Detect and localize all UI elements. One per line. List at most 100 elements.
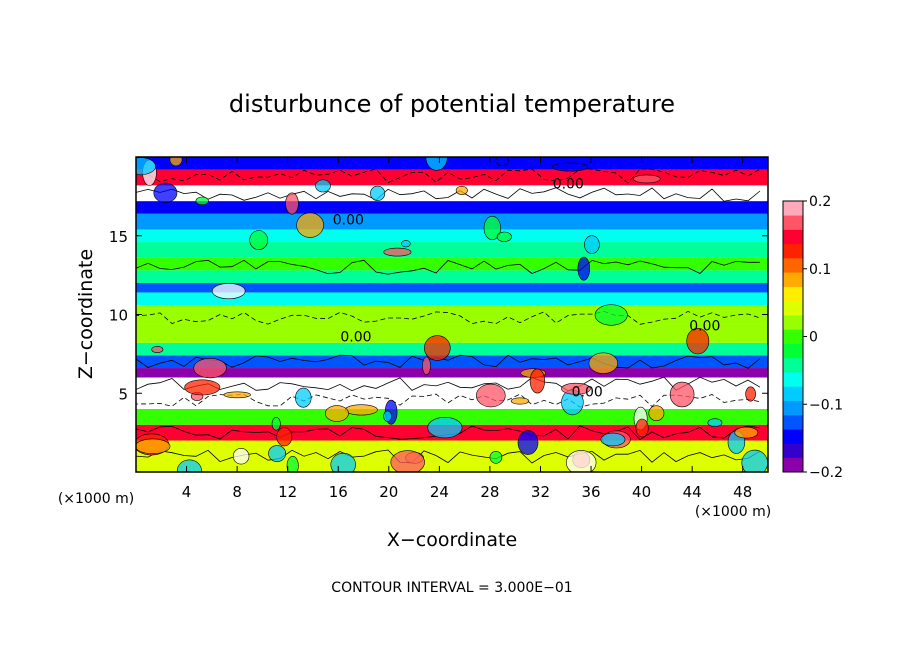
contour-blob-17 [295, 387, 312, 408]
layer-band-4 [136, 377, 768, 394]
contour-label-2: 0.00 [340, 329, 371, 345]
y-tick-label-1: 10 [109, 307, 128, 325]
contour-blob-33 [566, 450, 597, 472]
layer-band-19 [136, 169, 768, 186]
contour-blob-61 [285, 192, 299, 215]
colorbar-swatch-15 [783, 243, 803, 259]
contour-blob-7 [551, 162, 589, 172]
colorbar-swatch-14 [783, 258, 803, 273]
contour-label-4: 0.00 [572, 384, 603, 400]
contour-decor [136, 157, 768, 472]
colorbar-swatch-9 [783, 329, 803, 344]
x-tick-label-5: 24 [430, 483, 449, 501]
contour-blob-63 [588, 352, 618, 374]
contour-blob-3 [315, 179, 331, 193]
contour-blob-26 [495, 157, 509, 166]
contour-blob-20 [223, 391, 251, 399]
colorbar-swatch-0 [783, 457, 803, 473]
contour-blob-57 [271, 417, 281, 431]
y-tick-label-0: 5 [118, 385, 128, 403]
contour-blob-40 [276, 427, 293, 447]
x-tick-label-6: 28 [480, 483, 499, 501]
contour-blob-31 [577, 256, 590, 281]
colorbar-swatch-4 [783, 400, 803, 416]
contour-blob-52 [510, 397, 530, 405]
contour-blob-34 [648, 405, 665, 422]
layer-band-18 [136, 185, 768, 202]
contour-blob-65 [176, 459, 202, 472]
contour-blob-66 [635, 418, 649, 438]
colorbar-swatch-7 [783, 357, 803, 373]
layer-band-13 [136, 257, 768, 271]
contour-blob-23 [383, 410, 392, 422]
layer-band-5 [136, 368, 768, 378]
contour-line-7 [136, 187, 761, 202]
contour-blob-43 [193, 358, 227, 379]
contour-blob-27 [383, 247, 412, 257]
contour-blob-13 [286, 456, 299, 472]
contour-blob-35 [427, 417, 463, 439]
x-unit-label: (×1000 m) [695, 504, 771, 520]
contour-blob-10 [195, 196, 209, 206]
layer-band-14 [136, 242, 768, 258]
y-axis-ticks: 5 10 15 [109, 228, 768, 403]
contour-blob-30 [489, 450, 503, 464]
contour-blob-24 [344, 404, 378, 416]
colorbar-tick-label-0: 0.2 [809, 194, 831, 210]
layer-band-11 [136, 283, 768, 293]
contour-blob-69 [184, 379, 221, 396]
layer-band-20 [136, 157, 768, 170]
contour-blob-45 [268, 445, 287, 462]
contour-label-0: 0.00 [553, 177, 584, 193]
contour-blob-15 [594, 304, 628, 326]
contour-blob-25 [745, 386, 756, 402]
layer-band-0 [136, 440, 768, 472]
x-tick-label-8: 36 [581, 483, 600, 501]
contour-blob-51 [370, 185, 386, 201]
colorbar-swatch-12 [783, 286, 803, 302]
contour-blob-44 [707, 418, 723, 428]
plot-area [136, 157, 768, 472]
chart-title: disturbunce of potential temperature [229, 90, 675, 118]
color-layers [136, 157, 768, 472]
colorbar-tick-label-2: 0 [809, 330, 818, 346]
contour-label-1: 0.00 [333, 213, 364, 229]
contour-blob-46 [734, 426, 759, 439]
colorbar-swatch-18 [783, 201, 803, 216]
layer-band-15 [136, 229, 768, 243]
x-tick-label-11: 48 [733, 483, 752, 501]
contour-blob-56 [529, 368, 546, 394]
y-tick-label-2: 15 [109, 228, 128, 246]
contour-blob-0 [483, 215, 501, 241]
x-tick-label-4: 20 [379, 483, 398, 501]
colorbar-swatch-16 [783, 229, 803, 245]
colorbar-tick-label-4: −0.2 [809, 465, 843, 481]
x-axis-ticks: 4 8 12 16 20 24 28 32 36 40 44 48 [182, 157, 752, 501]
contour-blob-28 [296, 212, 324, 238]
contour-interval-note: CONTOUR INTERVAL = 3.000E−01 [331, 580, 572, 596]
contour-blob-39 [153, 182, 178, 203]
contour-blob-36 [151, 345, 164, 353]
colorbar-swatch-10 [783, 315, 803, 330]
contour-blob-38 [324, 405, 349, 422]
colorbar-swatch-11 [783, 300, 803, 316]
layer-band-2 [136, 409, 768, 425]
colorbar-tick-label-1: 0.1 [809, 262, 831, 278]
contour-line-8 [136, 168, 761, 184]
contour-line-6 [136, 259, 760, 275]
colorbar [783, 201, 803, 473]
contour-blob-19 [632, 174, 661, 184]
contour-label-3: 0.00 [689, 318, 720, 334]
x-tick-label-10: 44 [683, 483, 702, 501]
contour-blob-53 [669, 381, 695, 408]
contour-blob-2 [496, 231, 512, 242]
contour-blob-22 [455, 185, 468, 195]
colorbar-swatch-2 [783, 429, 803, 444]
x-tick-label-0: 4 [182, 483, 192, 501]
colorbar-swatch-8 [783, 343, 803, 359]
contour-blob-11 [330, 452, 356, 472]
contour-blob-67 [169, 157, 183, 167]
x-tick-label-7: 32 [531, 483, 550, 501]
contour-blob-55 [422, 356, 431, 375]
